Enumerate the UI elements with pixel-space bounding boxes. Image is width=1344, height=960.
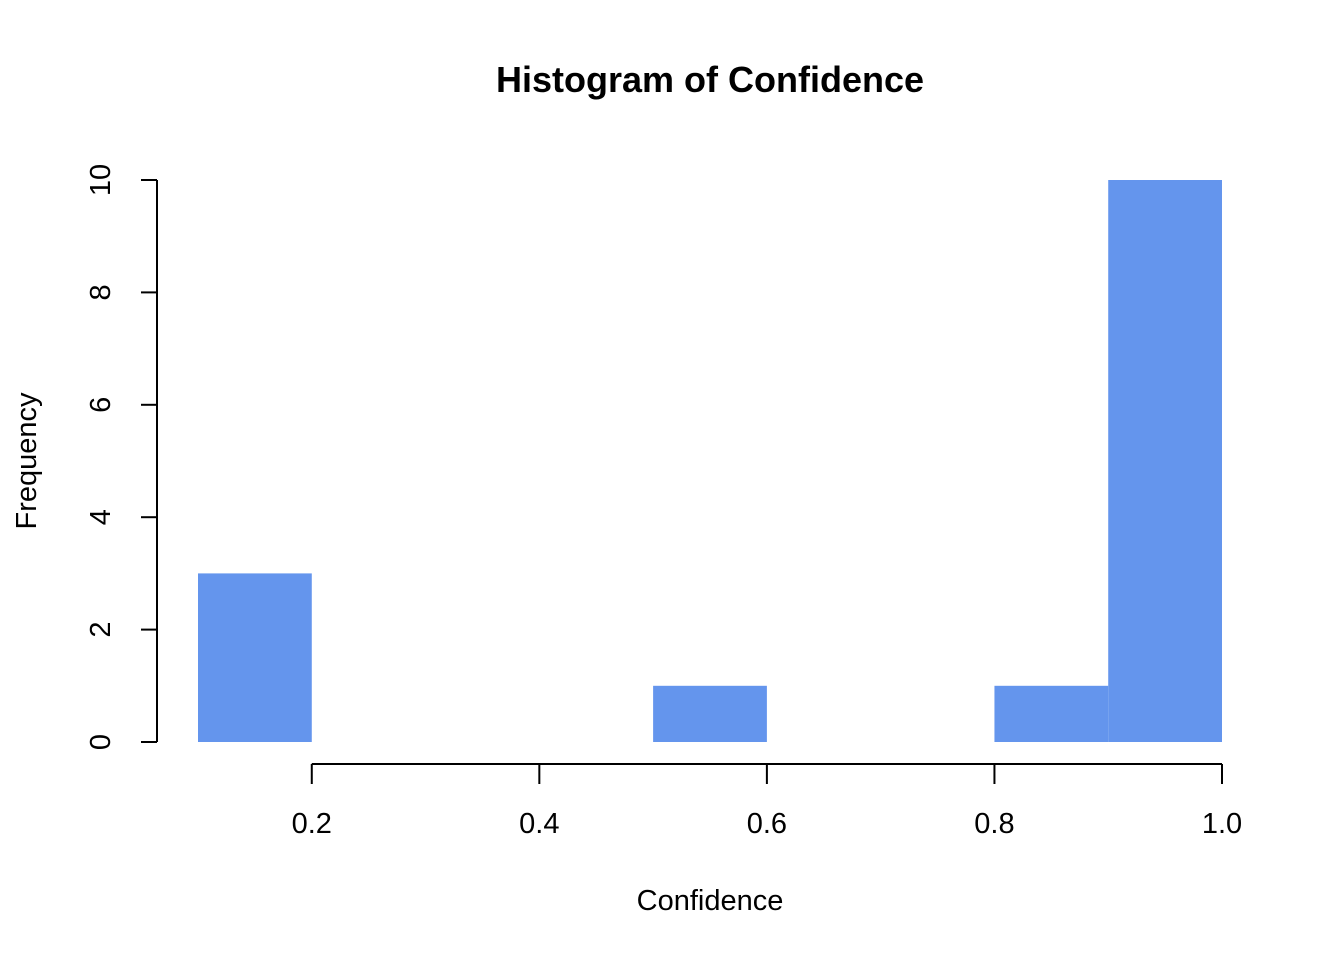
histogram-bar-8: [1108, 180, 1222, 742]
y-tick-label-1: 2: [85, 622, 117, 638]
histogram-bar-4: [653, 685, 767, 742]
x-tick-label-2: 0.6: [747, 808, 787, 840]
x-tick-label-3: 0.8: [974, 808, 1014, 840]
bars-group: [198, 180, 1222, 742]
y-axis-label: Frequency: [11, 392, 43, 530]
x-tick-label-1: 0.4: [519, 808, 559, 840]
y-tick-label-5: 10: [85, 164, 117, 196]
histogram-bar-7: [994, 685, 1109, 742]
x-axis: 0.2 0.4 0.6 0.8 1.0: [292, 763, 1242, 840]
y-tick-label-2: 4: [85, 509, 117, 525]
x-axis-label: Confidence: [637, 885, 784, 917]
y-axis: 0 2 4 6 8 10: [85, 164, 158, 750]
y-tick-label-4: 8: [85, 284, 117, 300]
chart-title: Histogram of Confidence: [496, 59, 924, 100]
y-tick-label-0: 0: [85, 734, 117, 750]
histogram-bar-0: [198, 573, 312, 742]
x-tick-label-0: 0.2: [292, 808, 332, 840]
y-tick-label-3: 6: [85, 397, 117, 413]
x-tick-label-4: 1.0: [1202, 808, 1242, 840]
